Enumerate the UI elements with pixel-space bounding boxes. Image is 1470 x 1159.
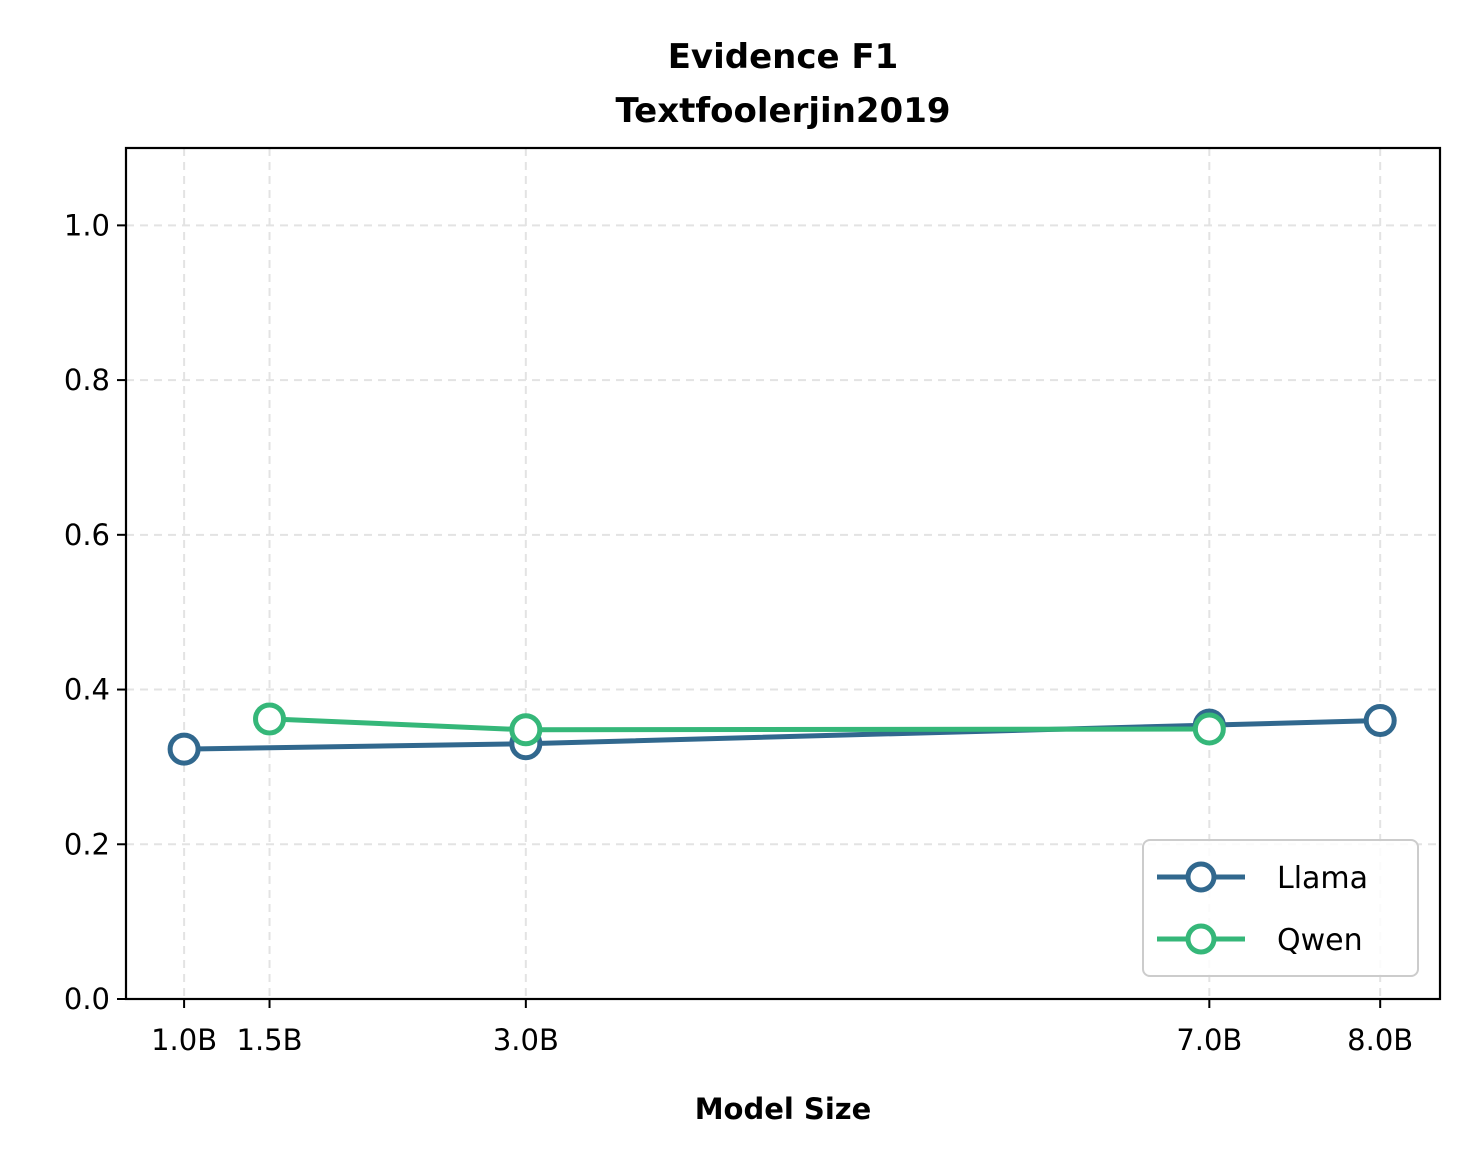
x-tick-label: 1.5B	[237, 1023, 303, 1057]
y-tick-label: 0.8	[64, 363, 110, 397]
legend-marker-qwen	[1185, 923, 1217, 955]
data-point-qwen	[1192, 712, 1226, 746]
legend-marker-llama	[1185, 861, 1217, 893]
x-tick-label: 8.0B	[1347, 1023, 1413, 1057]
data-point-qwen	[509, 713, 543, 747]
data-point-qwen	[253, 702, 287, 736]
series-line-llama	[181, 718, 1383, 752]
x-tick-label: 1.0B	[151, 1023, 217, 1057]
x-tick-label: 3.0B	[493, 1023, 559, 1057]
y-axis-ticks: 0.0 0.2 0.4 0.6 0.8 1.0	[64, 208, 126, 1016]
x-axis-ticks: 1.0B 1.5B 3.0B 7.0B 8.0B	[151, 999, 1413, 1057]
chart-subtitle: Textfoolerjin2019	[615, 91, 950, 131]
y-tick-label: 0.4	[64, 673, 110, 707]
data-point-llama	[167, 732, 201, 766]
x-axis-label: Model Size	[695, 1092, 872, 1126]
chart-title: Evidence F1	[668, 37, 899, 77]
y-tick-label: 1.0	[64, 208, 110, 242]
data-point-llama	[1363, 703, 1397, 737]
x-tick-label: 7.0B	[1176, 1023, 1242, 1057]
y-tick-label: 0.6	[64, 518, 110, 552]
legend: Llama Qwen	[1142, 839, 1419, 977]
y-tick-label: 0.0	[64, 982, 110, 1016]
y-tick-label: 0.2	[64, 827, 110, 861]
series-layer	[167, 702, 1397, 766]
legend-label-llama: Llama	[1277, 861, 1368, 896]
plot-frame	[124, 146, 1442, 1001]
legend-label-qwen: Qwen	[1277, 923, 1363, 958]
